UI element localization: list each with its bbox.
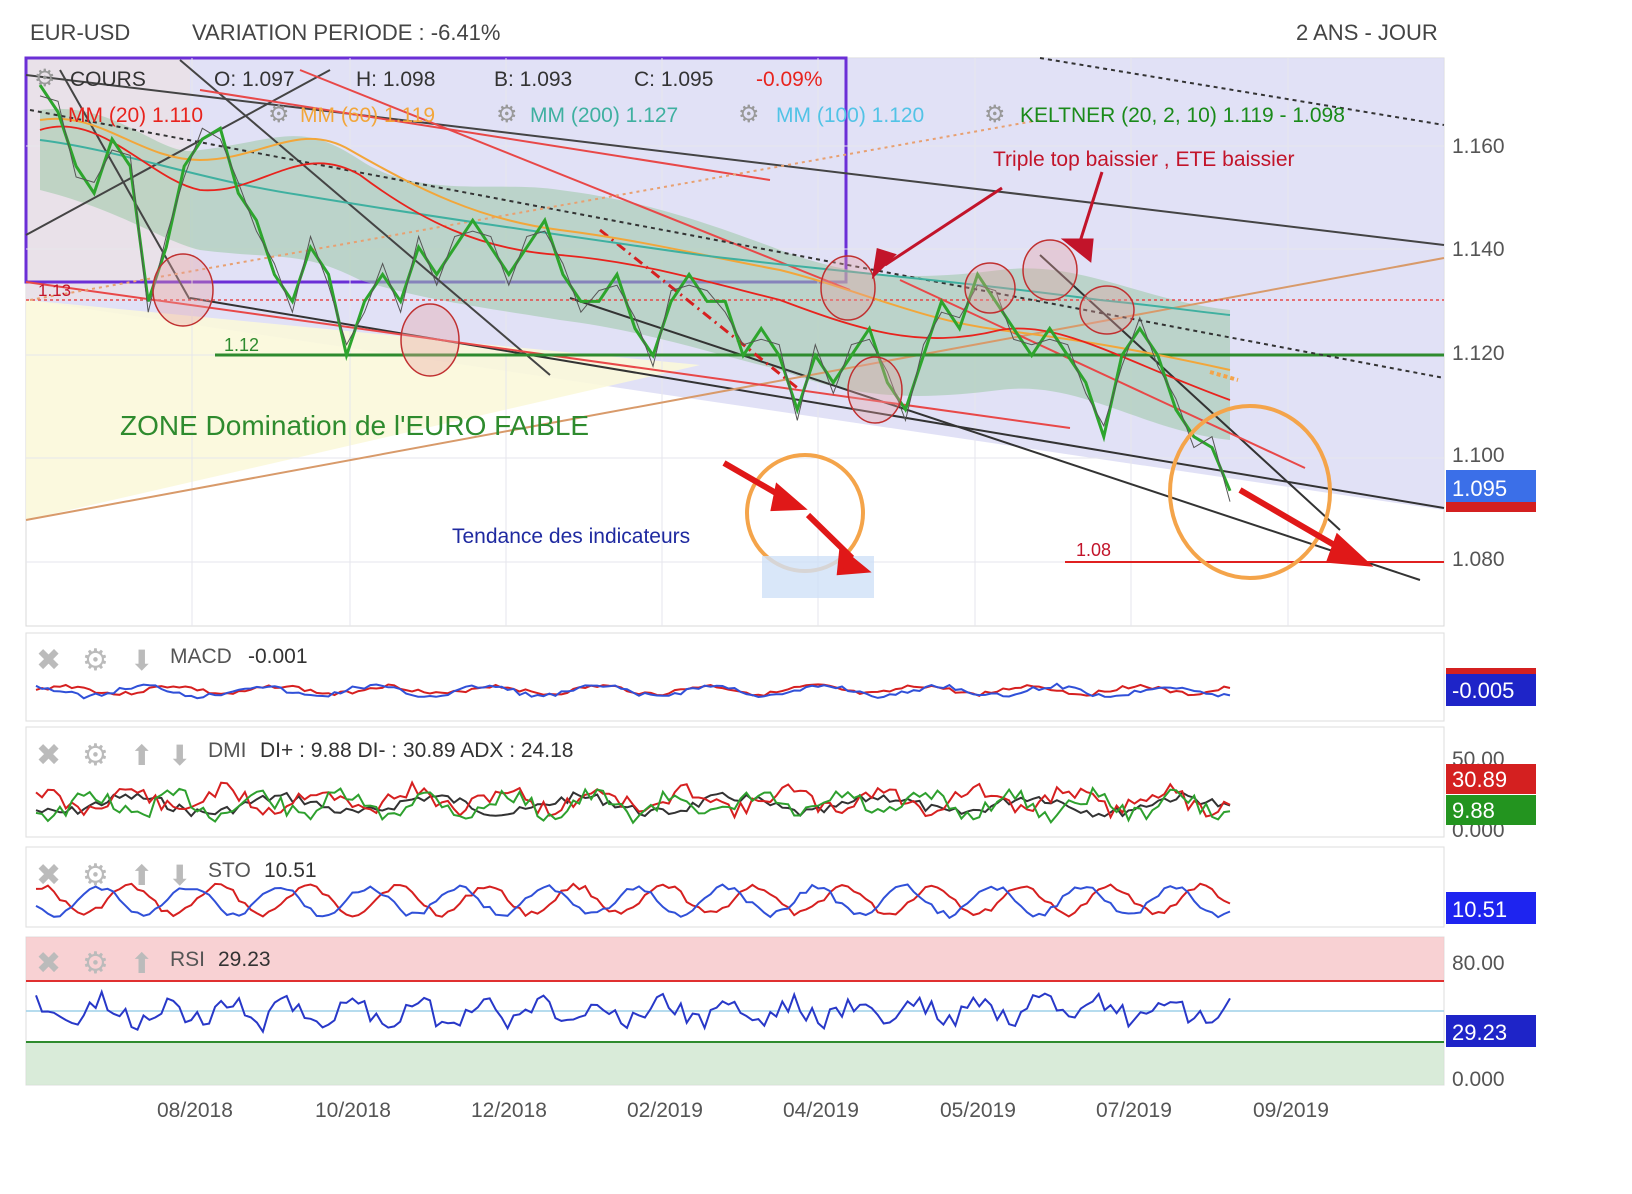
open-value: O: 1.097 bbox=[214, 68, 295, 91]
dmi-value: DI+ : 9.88 DI- : 30.89 ADX : 24.18 bbox=[260, 739, 573, 762]
breakdown-circle bbox=[1168, 404, 1332, 580]
y-tick: 80.00 bbox=[1452, 952, 1505, 975]
arrow-up-icon[interactable]: ⬆ bbox=[130, 948, 153, 979]
close-icon[interactable]: ✖ bbox=[36, 859, 61, 892]
x-tick: 05/2019 bbox=[940, 1099, 1016, 1122]
pattern-circles bbox=[152, 239, 1135, 424]
level-108-label: 1.08 bbox=[1076, 540, 1111, 560]
low-value: B: 1.093 bbox=[494, 68, 572, 91]
di-minus-badge: 30.89 bbox=[1452, 767, 1507, 792]
x-tick: 04/2019 bbox=[783, 1099, 859, 1122]
close-value: C: 1.095 bbox=[634, 68, 713, 91]
ohlc-legend: ⚙ COURS O: 1.097 H: 1.098 B: 1.093 C: 1.… bbox=[34, 65, 823, 92]
macd-badge: -0.005 bbox=[1452, 678, 1514, 703]
gear-icon[interactable]: ⚙ bbox=[738, 101, 760, 128]
ma100-legend[interactable]: MM (100) 1.120 bbox=[776, 104, 924, 127]
arrow-down-icon[interactable]: ⬇ bbox=[130, 645, 153, 676]
bearish-arrows bbox=[722, 460, 1374, 576]
keltner-band bbox=[40, 108, 1230, 440]
rsi-value: 29.23 bbox=[218, 948, 271, 971]
variation-label: VARIATION PERIODE : -6.41% bbox=[192, 20, 501, 45]
arrow-up-icon[interactable]: ⬆ bbox=[130, 860, 153, 891]
close-icon[interactable]: ✖ bbox=[36, 947, 61, 980]
arrow-up-icon[interactable]: ⬆ bbox=[130, 740, 153, 771]
price-series bbox=[38, 84, 1232, 492]
x-tick: 10/2018 bbox=[315, 1099, 391, 1122]
main-price-panel: Triple top baissier , ETE baissier ZONE … bbox=[24, 56, 1536, 627]
gear-icon[interactable]: ⚙ bbox=[82, 947, 109, 980]
y-tick: 1.140 bbox=[1452, 238, 1505, 261]
sto-panel: ✖ ⚙ ⬆ ⬇ STO 10.51 10.51 bbox=[25, 846, 1536, 928]
x-tick: 08/2018 bbox=[157, 1099, 233, 1122]
symbol-label: EUR-USD bbox=[30, 20, 131, 45]
gear-icon[interactable]: ⚙ bbox=[984, 101, 1006, 128]
indicator-legend: MM (20) 1.110 ⚙ MM (60) 1.119 ⚙ MM (200)… bbox=[68, 101, 1345, 128]
gear-icon[interactable]: ⚙ bbox=[82, 739, 109, 772]
dmi-label: DMI bbox=[208, 739, 247, 762]
gear-icon[interactable]: ⚙ bbox=[82, 859, 109, 892]
ma20-line bbox=[39, 125, 1231, 401]
dmi-panel: ✖ ⚙ ⬆ ⬇ DMI DI+ : 9.88 DI- : 30.89 ADX :… bbox=[25, 726, 1536, 842]
change-value: -0.09% bbox=[756, 68, 823, 91]
triple-top-annotation: Triple top baissier , ETE baissier bbox=[993, 148, 1295, 171]
gear-icon[interactable]: ⚙ bbox=[82, 644, 109, 677]
high-value: H: 1.098 bbox=[356, 68, 435, 91]
y-axis: 1.160 1.140 1.120 1.100 1.080 bbox=[1452, 135, 1505, 571]
x-tick: 12/2018 bbox=[471, 1099, 547, 1122]
gear-icon[interactable]: ⚙ bbox=[496, 101, 518, 128]
y-tick: 1.160 bbox=[1452, 135, 1505, 158]
macd-label: MACD bbox=[170, 645, 232, 668]
weak-euro-zone-label: ZONE Domination de l'EURO FAIBLE bbox=[120, 410, 589, 441]
close-icon[interactable]: ✖ bbox=[36, 739, 61, 772]
cours-label: COURS bbox=[70, 68, 146, 91]
arrow-down-icon[interactable]: ⬇ bbox=[168, 740, 191, 771]
rsi-label: RSI bbox=[170, 948, 205, 971]
sto-value: 10.51 bbox=[264, 859, 317, 882]
x-axis: 08/2018 10/2018 12/2018 02/2019 04/2019 … bbox=[157, 1099, 1329, 1122]
y-tick: 1.100 bbox=[1452, 444, 1505, 467]
x-tick: 02/2019 bbox=[627, 1099, 703, 1122]
ma200-legend[interactable]: MM (200) 1.127 bbox=[530, 104, 678, 127]
level-112-label: 1.12 bbox=[224, 335, 259, 355]
keltner-legend[interactable]: KELTNER (20, 2, 10) 1.119 - 1.098 bbox=[1020, 104, 1345, 127]
gear-icon[interactable]: ⚙ bbox=[268, 101, 290, 128]
level-113-label: 1.13 bbox=[38, 281, 71, 300]
arrow-down-icon[interactable]: ⬇ bbox=[168, 860, 191, 891]
x-tick: 07/2019 bbox=[1096, 1099, 1172, 1122]
rsi-badge: 29.23 bbox=[1452, 1020, 1507, 1045]
ma20-legend[interactable]: MM (20) 1.110 bbox=[68, 104, 203, 127]
ma60-legend[interactable]: MM (60) 1.119 bbox=[300, 104, 435, 127]
gear-icon[interactable]: ⚙ bbox=[34, 65, 56, 92]
rsi-panel: ✖ ⚙ ⬆ RSI 29.23 80.00 0.000 29.23 bbox=[25, 936, 1536, 1091]
price-wicks bbox=[39, 95, 1231, 502]
y-tick: 1.080 bbox=[1452, 548, 1505, 571]
macd-value: -0.001 bbox=[248, 645, 308, 668]
y-tick: 0.000 bbox=[1452, 1068, 1505, 1091]
sto-badge: 10.51 bbox=[1452, 897, 1507, 922]
di-plus-badge: 9.88 bbox=[1452, 798, 1495, 823]
ma200-line bbox=[39, 139, 1231, 316]
x-tick: 09/2019 bbox=[1253, 1099, 1329, 1122]
period-label[interactable]: 2 ANS - JOUR bbox=[1296, 20, 1438, 45]
y-tick: 1.120 bbox=[1452, 342, 1505, 365]
sto-label: STO bbox=[208, 859, 251, 882]
price-badge: 1.095 bbox=[1452, 476, 1507, 501]
close-icon[interactable]: ✖ bbox=[36, 644, 61, 677]
indicator-trend-label: Tendance des indicateurs bbox=[452, 525, 690, 548]
macd-panel: ✖ ⚙ ⬇ MACD -0.001 -0.005 bbox=[25, 632, 1536, 722]
